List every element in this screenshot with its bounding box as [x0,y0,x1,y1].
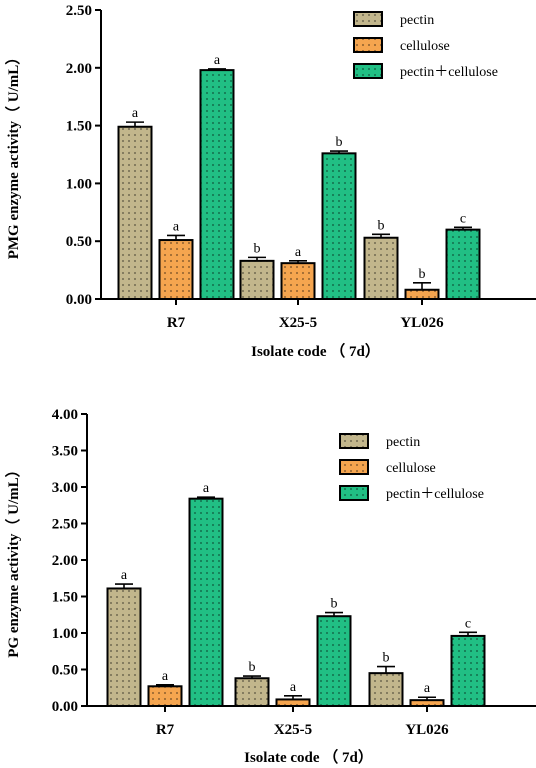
y-tick-label: 3.50 [52,444,78,460]
bar-texture [189,498,223,706]
bar-texture [446,229,480,299]
legend-label: pectin＋cellulose [400,65,498,80]
x-tick-label: R7 [167,315,186,331]
legend-label: cellulose [400,39,450,54]
x-tick-label: X25-5 [274,722,312,738]
bar-texture [107,588,141,706]
y-axis-title: PMG enzyme activity（ U/mL） [4,50,22,260]
x-tick-label: YL026 [405,722,449,738]
legend-swatch-texture [340,434,368,448]
y-tick-label: 1.50 [66,119,92,135]
legend-label: pectin [400,13,434,28]
legend-label: pectin＋cellulose [386,487,484,502]
significance-label: b [419,267,426,282]
bar-texture [410,700,444,706]
legend-label: cellulose [386,461,436,476]
significance-label: a [121,568,128,583]
y-axis-title: PG enzyme activity（ U/mL） [4,462,22,657]
bar-texture [159,240,193,299]
bar-texture [148,686,182,706]
significance-label: a [173,219,180,234]
y-tick-label: 0.50 [66,234,92,250]
bar-texture [235,678,269,706]
y-tick-label: 0.00 [52,699,78,715]
x-tick-label: YL026 [400,315,444,331]
y-tick-label: 4.00 [52,407,78,423]
significance-label: a [132,106,139,121]
chart-panel-1: 0.00 0.50 1.00 1.50 2.00 2.50 a a a R7 b a b X25-5 b b c… [4,3,536,360]
bar-texture [369,673,403,706]
significance-label: b [254,241,261,256]
bar-texture [451,635,485,706]
y-tick-label: 1.00 [52,626,78,642]
significance-label: a [295,245,302,260]
significance-label: a [162,669,169,684]
bar-texture [364,237,398,299]
legend-swatch-texture [354,64,382,78]
y-tick-label: 3.00 [52,480,78,496]
significance-label: b [336,135,343,150]
x-tick-label: R7 [156,722,175,738]
x-axis-title: Isolate code （ 7d） [244,748,373,766]
y-tick-label: 2.50 [52,517,78,533]
legend-swatch-texture [340,486,368,500]
significance-label: b [383,651,390,666]
significance-label: a [424,681,431,696]
bar-texture [276,699,310,706]
bar-texture [322,153,356,299]
significance-label: b [378,218,385,233]
bar-texture [317,616,351,706]
x-tick-label: X25-5 [279,315,317,331]
legend-swatch-texture [354,38,382,52]
significance-label: a [290,680,297,695]
y-tick-label: 0.00 [66,292,92,308]
bar-texture [118,126,152,299]
legend-label: pectin [386,435,420,450]
significance-label: c [460,211,466,226]
x-axis-title: Isolate code （ 7d） [251,342,380,360]
legend-swatch-texture [340,460,368,474]
chart-panel-2: 0.00 0.50 1.00 1.50 2.00 2.50 3.00 3.50 4.00 a a a R… [4,407,536,766]
y-tick-label: 1.50 [52,590,78,606]
y-tick-label: 2.50 [66,3,92,19]
significance-label: a [203,481,210,496]
y-tick-label: 2.00 [66,61,92,77]
y-tick-label: 2.00 [52,553,78,569]
bar-texture [281,263,315,299]
bar-texture [200,70,234,299]
legend-swatch-texture [354,12,382,26]
significance-label: b [331,597,338,612]
y-tick-label: 1.00 [66,176,92,192]
significance-label: b [249,660,256,675]
significance-label: a [214,53,221,68]
significance-label: c [465,616,471,631]
bar-texture [405,289,439,299]
bar-texture [240,260,274,299]
y-tick-label: 0.50 [52,663,78,679]
